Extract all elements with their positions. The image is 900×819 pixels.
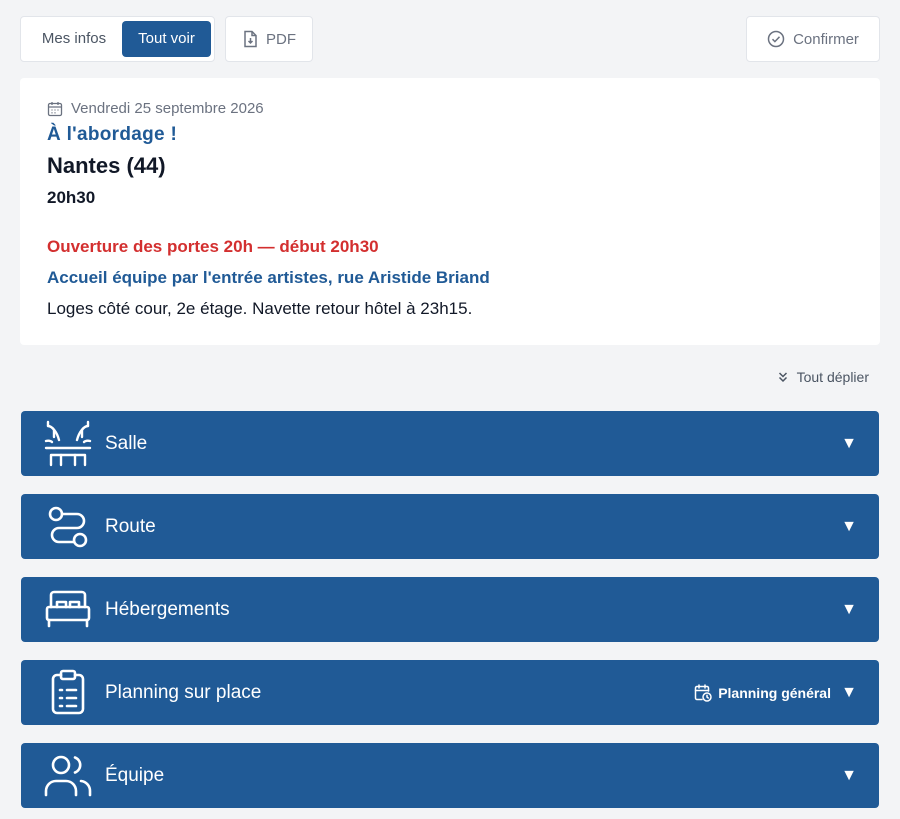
mes-infos-button[interactable]: Mes infos	[41, 30, 107, 47]
section-equipe[interactable]: Équipe ▼	[21, 743, 879, 808]
doors-note: Ouverture des portes 20h — début 20h30	[47, 237, 379, 256]
section-planning[interactable]: Planning sur place Planning général ▼	[21, 660, 879, 725]
logistics-note: Loges côté cour, 2e étage. Navette retou…	[47, 299, 473, 318]
caret-down-icon: ▼	[841, 601, 857, 618]
planning-general-link[interactable]: Planning général	[694, 660, 831, 725]
event-title: À l'abordage !	[47, 124, 178, 145]
caret-down-icon: ▼	[841, 684, 857, 701]
event-city: Nantes (44)	[47, 153, 166, 178]
pdf-button[interactable]: PDF	[225, 16, 313, 62]
event-date-row: Vendredi 25 septembre 2026	[47, 100, 264, 117]
theater-icon	[43, 419, 93, 469]
expand-all-label: Tout déplier	[796, 369, 869, 385]
chevrons-down-icon	[778, 372, 787, 383]
check-circle-icon	[767, 30, 785, 48]
section-label-salle: Salle	[105, 433, 148, 454]
clipboard-list-icon	[43, 668, 93, 718]
toolbar: Mes infos Tout voir PDF Confirmer	[20, 16, 880, 62]
caret-down-icon: ▼	[841, 767, 857, 784]
expand-all-button[interactable]: Tout déplier	[777, 369, 869, 385]
confirm-button[interactable]: Confirmer	[746, 16, 880, 62]
event-time: 20h30	[47, 188, 96, 207]
users-icon	[43, 751, 93, 801]
event-card: Vendredi 25 septembre 2026 À l'abordage …	[20, 78, 880, 345]
view-toggle: Mes infos Tout voir	[20, 16, 215, 62]
bed-icon	[43, 585, 93, 635]
section-label-planning: Planning sur place	[105, 682, 262, 703]
confirm-label: Confirmer	[793, 30, 859, 48]
pdf-label: PDF	[266, 30, 296, 48]
event-date: Vendredi 25 septembre 2026	[71, 100, 264, 117]
file-download-icon	[244, 30, 257, 48]
section-label-hebergements: Hébergements	[105, 599, 230, 620]
caret-down-icon: ▼	[841, 435, 857, 452]
caret-down-icon: ▼	[841, 518, 857, 535]
section-label-route: Route	[105, 516, 156, 537]
section-hebergements[interactable]: Hébergements ▼	[21, 577, 879, 642]
calendar-icon	[47, 101, 63, 116]
calendar-clock-icon	[694, 683, 712, 702]
route-icon	[43, 502, 93, 552]
section-route[interactable]: Route ▼	[21, 494, 879, 559]
welcome-note: Accueil équipe par l'entrée artistes, ru…	[47, 268, 490, 287]
section-label-equipe: Équipe	[105, 765, 165, 786]
section-salle[interactable]: Salle ▼	[21, 411, 879, 476]
tout-voir-button[interactable]: Tout voir	[122, 21, 211, 57]
planning-general-label: Planning général	[718, 684, 831, 701]
